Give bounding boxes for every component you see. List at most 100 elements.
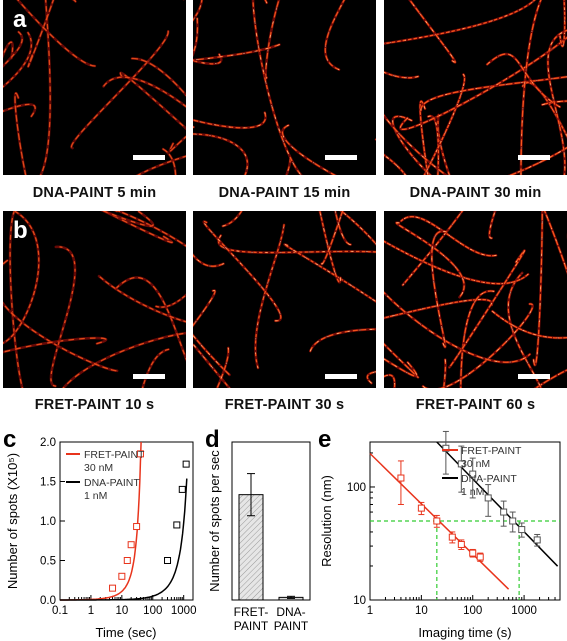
caption-b2: FRET-PAINT 30 s	[224, 397, 345, 413]
filament	[115, 277, 186, 361]
category-label: PAINT	[234, 619, 269, 633]
legend-label: DNA-PAINT	[461, 473, 517, 485]
filament	[399, 36, 567, 131]
data-point	[469, 470, 477, 478]
y-axis-label: Number of spots per sec	[207, 450, 222, 592]
filament-glow	[193, 0, 203, 22]
filament	[72, 0, 77, 3]
filament-glow	[119, 71, 186, 131]
filament-highlight	[384, 115, 447, 175]
filament	[366, 371, 376, 384]
x-tick-label: 1000	[171, 605, 197, 617]
x-tick-label: 1000	[511, 605, 537, 617]
filament	[408, 0, 456, 64]
y-tick-label: 100	[347, 482, 366, 494]
filament-glow	[507, 145, 567, 175]
filament	[3, 337, 107, 353]
filament-glow	[193, 111, 267, 130]
filament-glow	[263, 0, 268, 5]
data-point	[500, 508, 508, 516]
filament-glow	[283, 243, 376, 304]
filament-glow	[384, 239, 530, 285]
chart-d-spots-per-sec: Number of spots per sec FRET-PAINTDNA-PA…	[207, 441, 311, 633]
filament-glow	[193, 125, 195, 129]
x-tick-label: 10	[115, 605, 128, 617]
filament-glow	[318, 211, 342, 284]
filament-highlight	[520, 0, 542, 175]
panel-label-e: e	[318, 426, 332, 453]
filament	[384, 114, 448, 175]
filament-glow	[384, 373, 396, 388]
filament	[384, 343, 419, 379]
filament-highlight	[284, 244, 376, 303]
x-axis-label: Imaging time (s)	[418, 625, 511, 640]
filament-glow	[395, 221, 466, 299]
data-point	[133, 523, 141, 531]
filament	[427, 115, 440, 175]
filament-highlight	[255, 224, 285, 368]
filament	[395, 222, 465, 298]
data-point	[448, 533, 456, 541]
filament	[402, 211, 463, 286]
dna-fit-curve	[60, 478, 188, 601]
filament	[422, 303, 534, 388]
filament-highlight	[264, 0, 267, 3]
filament	[265, 0, 280, 79]
guide-lines	[370, 520, 560, 600]
filament	[142, 348, 170, 388]
filament	[102, 211, 173, 244]
data-point	[442, 444, 450, 452]
filament-highlight	[424, 74, 465, 175]
caption-a2: DNA-PAINT 15 min	[218, 185, 351, 201]
filament	[203, 220, 282, 322]
filament-highlight	[400, 37, 567, 130]
filament	[460, 290, 495, 388]
filament-highlight	[193, 133, 248, 175]
filament	[222, 211, 243, 227]
axis-ticks: 0.1 1 10 100 1000 0.0 0.5 1.0 1.5 2.0	[40, 437, 196, 617]
filament	[27, 0, 54, 67]
data-points	[109, 450, 190, 592]
filament-glow	[97, 274, 186, 324]
microscopy-image-b3	[384, 211, 567, 388]
filament-highlight	[431, 231, 447, 348]
dna-fit-line	[436, 441, 559, 567]
x-tick-label: 100	[463, 605, 482, 617]
data-point	[178, 485, 186, 493]
legend-label: FRET-PAINT	[84, 449, 145, 461]
data-point	[476, 553, 484, 561]
data-point	[484, 494, 492, 502]
data-point	[136, 450, 144, 458]
x-tick-label: 1	[88, 605, 94, 617]
filament	[193, 254, 225, 267]
filament-highlight	[193, 44, 280, 61]
panel-label-c: c	[3, 426, 17, 453]
caption-b3: FRET-PAINT 60 s	[415, 397, 536, 413]
y-tick-label: 1.0	[40, 516, 56, 528]
filament-glow	[251, 0, 303, 175]
panel-label-d: d	[205, 426, 220, 453]
x-axis-label: Time (sec)	[96, 625, 157, 640]
filament-glow	[519, 0, 543, 175]
filament-glow	[193, 132, 249, 175]
filament-glow	[71, 0, 77, 3]
filament-glow	[3, 30, 24, 68]
category-label: FRET-	[234, 605, 269, 619]
filament-glow	[168, 135, 186, 153]
filament-glow	[141, 348, 170, 388]
filament	[50, 246, 76, 387]
data-point	[518, 526, 526, 534]
plot-frame	[231, 441, 311, 601]
microscopy-image-a2	[193, 0, 376, 175]
filament	[137, 155, 186, 175]
filament-glow	[26, 0, 55, 68]
data-point	[457, 540, 465, 548]
filament-highlight	[286, 158, 291, 175]
data-point	[469, 549, 477, 557]
scale-bar	[133, 374, 165, 379]
filament-glow	[422, 73, 466, 175]
data-point	[457, 460, 465, 468]
filament	[509, 146, 567, 175]
